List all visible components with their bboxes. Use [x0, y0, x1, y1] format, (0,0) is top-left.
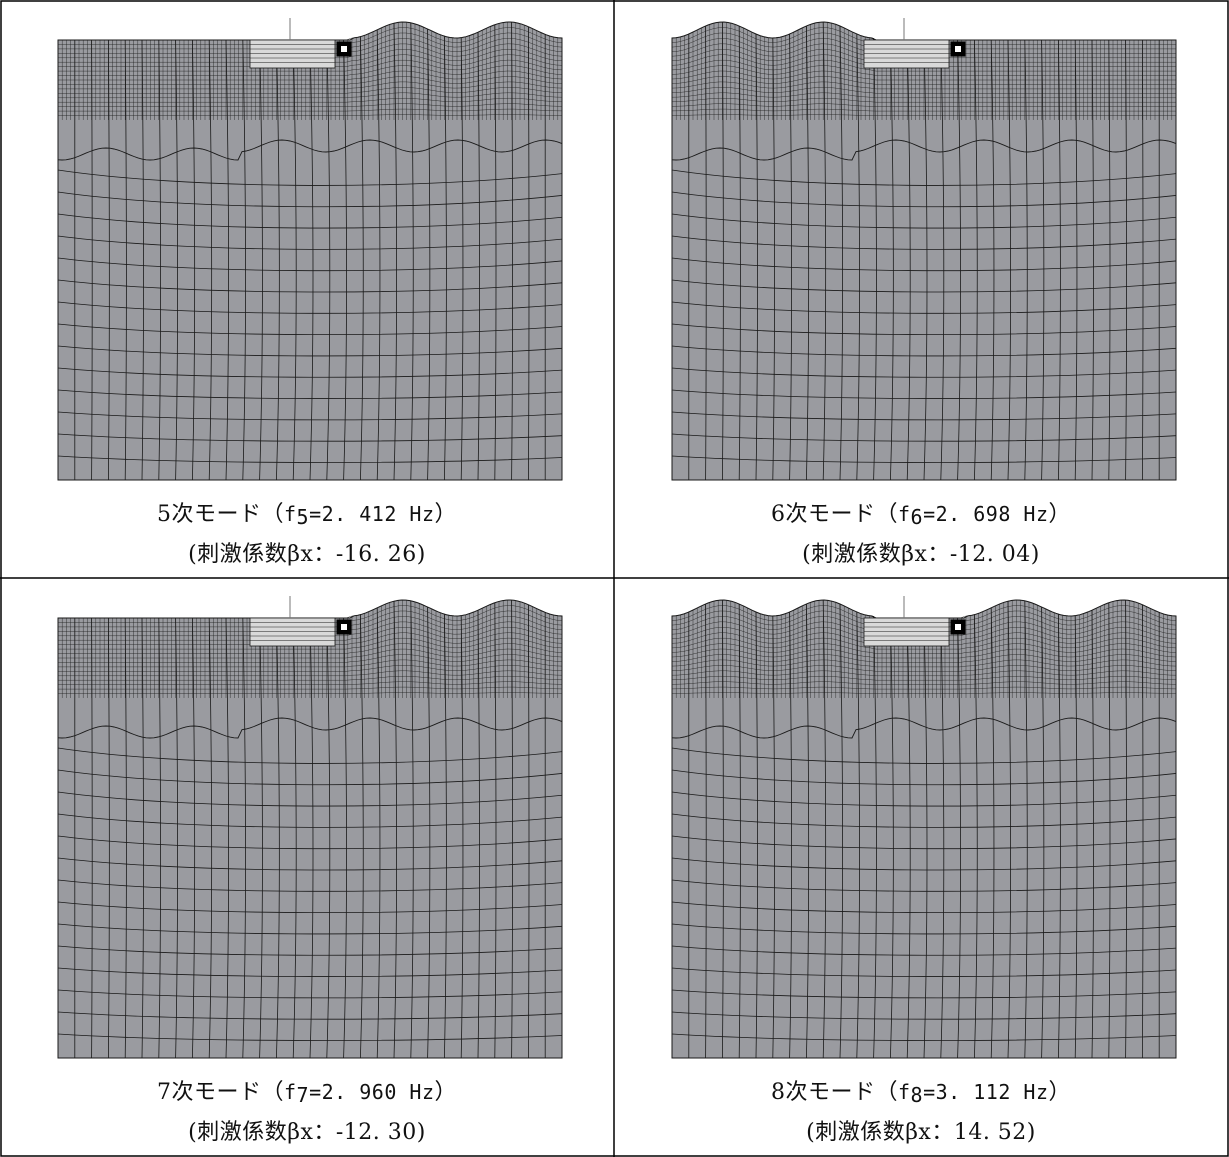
- mode-shape-mesh: [57, 596, 563, 1059]
- freq-value: =2. 960 Hz: [309, 1080, 435, 1104]
- mode-shape-mesh: [671, 18, 1177, 481]
- participation-factor: (刺激係数βx：-12. 30): [188, 1120, 426, 1145]
- participation-factor: (刺激係数βx：-16. 26): [188, 542, 426, 567]
- freq-symbol: f: [283, 502, 297, 526]
- caption-close: ）: [434, 502, 458, 527]
- structure-block: [863, 39, 950, 69]
- structure-block: [249, 39, 336, 69]
- mode-label: 5次モード（: [156, 502, 284, 527]
- participation-factor: (刺激係数βx：14. 52): [806, 1120, 1036, 1145]
- mode-caption: 6次モード（f6=2. 698 Hz）: [614, 496, 1228, 529]
- mode-panel-8: 8次モード（f8=3. 112 Hz） (刺激係数βx：14. 52): [614, 578, 1228, 1156]
- structure-marker-inner: [955, 624, 961, 630]
- mode-shape-mesh: [671, 596, 1177, 1059]
- mode-panel-7: 7次モード（f7=2. 960 Hz） (刺激係数βx：-12. 30): [0, 578, 614, 1156]
- structure-block: [863, 617, 950, 647]
- mode-caption: 5次モード（f5=2. 412 Hz）: [0, 496, 614, 529]
- structure-marker-inner: [955, 46, 961, 52]
- freq-value: =3. 112 Hz: [923, 1080, 1049, 1104]
- mode-label: 8次モード（: [770, 1080, 898, 1105]
- mode-panel-6: 6次モード（f6=2. 698 Hz） (刺激係数βx：-12. 04): [614, 0, 1228, 578]
- mode-label: 7次モード（: [156, 1080, 284, 1105]
- caption-close: ）: [1048, 1080, 1072, 1105]
- mode-caption: 7次モード（f7=2. 960 Hz）: [0, 1074, 614, 1107]
- freq-value: =2. 698 Hz: [923, 502, 1049, 526]
- freq-symbol: f: [897, 1080, 911, 1104]
- structure-block: [249, 617, 336, 647]
- mode-caption: 8次モード（f8=3. 112 Hz）: [614, 1074, 1228, 1107]
- freq-symbol: f: [283, 1080, 297, 1104]
- caption-close: ）: [434, 1080, 458, 1105]
- mode-label: 6次モード（: [770, 502, 898, 527]
- structure-marker-inner: [341, 46, 347, 52]
- freq-value: =2. 412 Hz: [309, 502, 435, 526]
- freq-subscript: 7: [296, 1083, 310, 1107]
- freq-subscript: 6: [910, 505, 924, 529]
- caption-close: ）: [1048, 502, 1072, 527]
- participation-factor: (刺激係数βx：-12. 04): [802, 542, 1040, 567]
- freq-subscript: 5: [296, 505, 310, 529]
- structure-marker-inner: [341, 624, 347, 630]
- mode-panel-5: 5次モード（f5=2. 412 Hz） (刺激係数βx：-16. 26): [0, 0, 614, 578]
- mode-shape-mesh: [57, 18, 563, 481]
- freq-subscript: 8: [910, 1083, 924, 1107]
- freq-symbol: f: [897, 502, 911, 526]
